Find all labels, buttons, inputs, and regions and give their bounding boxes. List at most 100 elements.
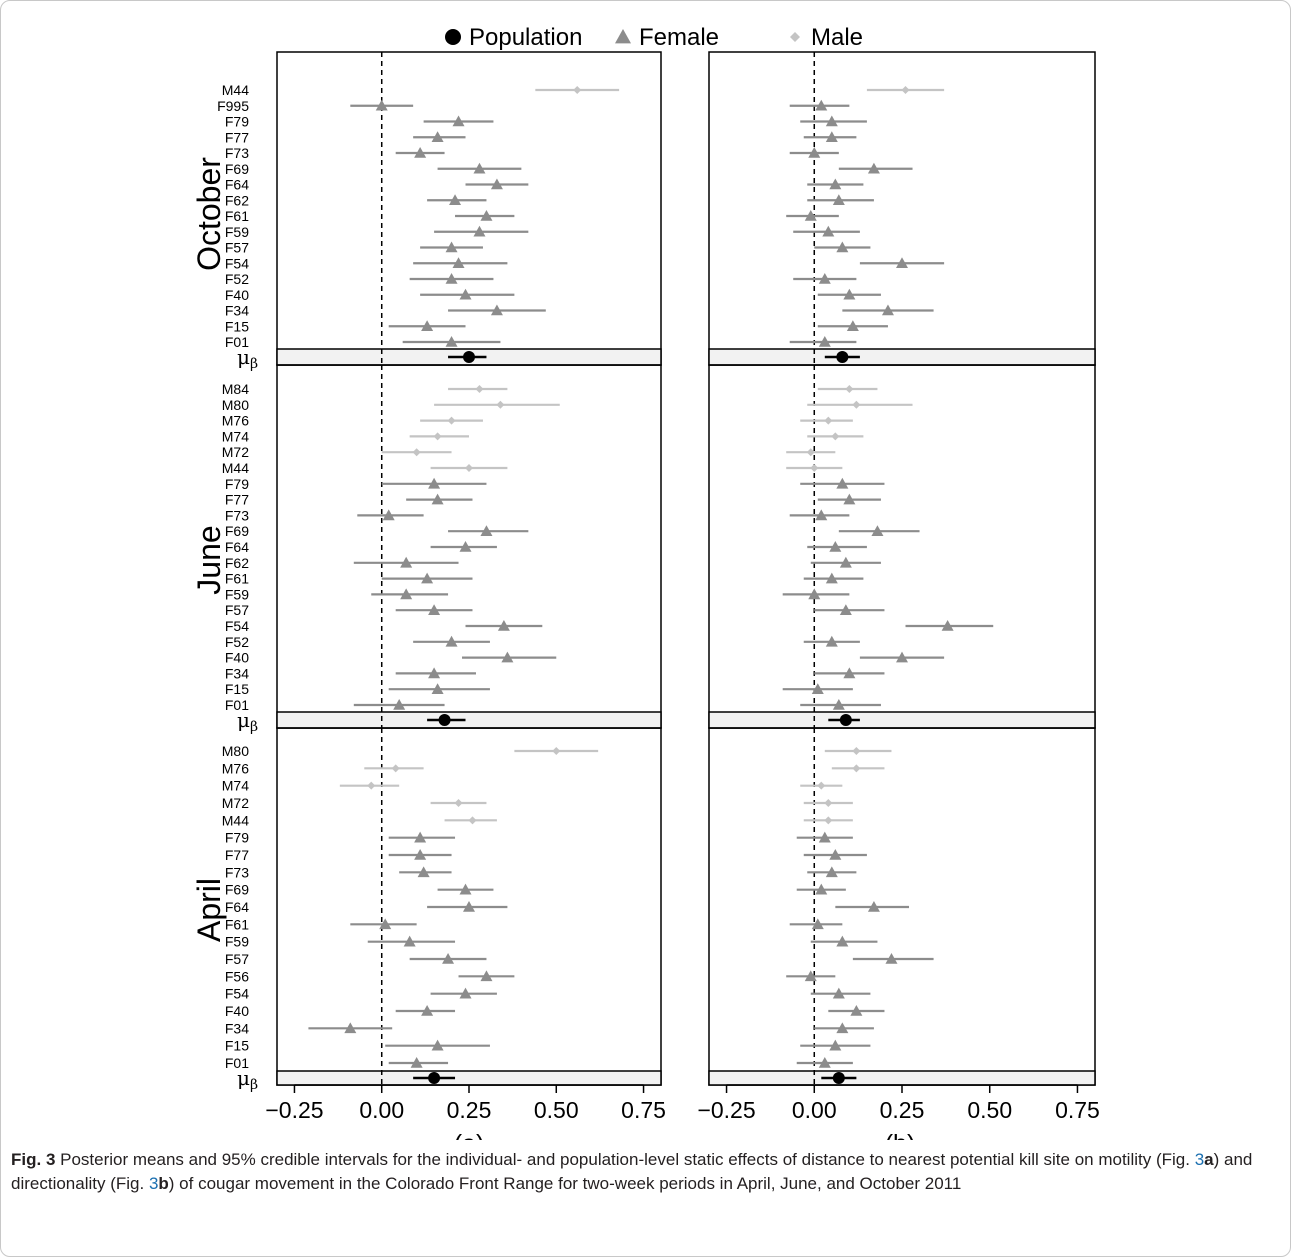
point-estimate [428, 477, 441, 489]
estimate-f77 [413, 131, 466, 143]
tick-label-f77: F77 [225, 129, 249, 145]
estimate-f59 [434, 225, 529, 237]
estimate-f59 [782, 588, 850, 600]
estimate-f54 [810, 987, 871, 999]
estimate-f69 [437, 162, 522, 174]
row-label-june: June [191, 525, 227, 594]
estimate-f54 [465, 620, 543, 631]
estimate-m44 [803, 816, 853, 825]
point-estimate [825, 635, 838, 647]
tick-label-f62: F62 [225, 555, 249, 571]
tick-label-f57: F57 [225, 240, 249, 256]
tick-label-population: μβ [237, 708, 258, 735]
point-estimate [344, 1022, 357, 1034]
caption-ref-a-num[interactable]: 3 [1194, 1150, 1205, 1169]
point-estimate [815, 99, 828, 111]
point-estimate [382, 509, 395, 521]
estimate-m74 [339, 781, 400, 790]
axis-tick-label: 0.25 [447, 1097, 492, 1123]
panel-label-a: (a) [454, 1130, 485, 1140]
legend-marker-female [615, 29, 631, 44]
estimate-f54 [905, 620, 994, 631]
point-estimate [836, 477, 849, 489]
tick-label-m44: M44 [222, 82, 249, 98]
tick-label-f40: F40 [225, 287, 249, 303]
point-estimate [421, 320, 434, 332]
legend-label-female: Female [639, 24, 719, 51]
estimate-m74 [807, 432, 864, 441]
legend-label-population: Population [469, 24, 582, 51]
caption-text-2: ) and directionality (Fig. [11, 1150, 1253, 1193]
estimate-f40 [420, 288, 515, 300]
point-estimate [414, 849, 427, 860]
tick-label-m76: M76 [222, 413, 249, 429]
estimate-m84 [817, 385, 878, 393]
point-estimate [459, 288, 472, 300]
point-estimate [808, 588, 821, 600]
tick-label-f40: F40 [225, 1003, 249, 1019]
axis-tick-label: 0.00 [359, 1097, 404, 1123]
tick-label-f79: F79 [225, 114, 249, 130]
point-estimate [480, 210, 493, 221]
tick-label-m74: M74 [222, 428, 249, 444]
axis-tick-label: 0.00 [792, 1097, 837, 1123]
point-estimate [818, 831, 831, 843]
legend-marker-male [790, 32, 800, 42]
axis-tick-label: 0.75 [621, 1097, 666, 1123]
estimate-f57 [852, 953, 934, 964]
row-label-october: October [191, 157, 227, 271]
estimate-f34 [814, 1022, 874, 1034]
point-estimate [818, 1057, 831, 1068]
estimate-f61 [455, 210, 515, 221]
population-mean [428, 1072, 441, 1084]
caption-label: Fig. 3 [11, 1150, 56, 1169]
estimate-f77 [817, 493, 881, 505]
estimate-f69 [838, 162, 913, 174]
estimate-f79 [800, 477, 885, 489]
estimate-f01 [353, 699, 445, 710]
estimate-f79 [388, 831, 456, 843]
point-estimate [852, 764, 861, 773]
estimate-f15 [385, 1039, 490, 1051]
point-estimate [452, 115, 465, 127]
point-estimate [393, 699, 406, 710]
point-estimate [824, 816, 833, 825]
point-estimate [421, 1005, 434, 1016]
point-estimate [832, 699, 845, 710]
axis-tick-label: −0.25 [265, 1097, 323, 1123]
point-estimate [852, 400, 861, 409]
tick-label-f34: F34 [225, 303, 249, 319]
estimate-f52 [793, 273, 857, 284]
estimate-f64 [465, 178, 529, 190]
point-estimate [832, 987, 845, 999]
estimate-f34 [308, 1022, 393, 1034]
point-estimate [843, 667, 856, 679]
estimate-f01 [402, 336, 501, 347]
panel-b-row-june [708, 364, 1096, 729]
point-estimate [452, 257, 465, 269]
caption-ref-b-num[interactable]: 3 [148, 1174, 159, 1193]
tick-label-f73: F73 [225, 145, 249, 161]
estimate-f64 [430, 541, 497, 552]
tick-label-f79: F79 [225, 476, 249, 492]
x-axis-a: −0.25 0.00 0.25 0.50 0.75 (a) [265, 1084, 666, 1140]
point-estimate [808, 147, 821, 158]
point-estimate [433, 432, 442, 441]
point-estimate [843, 288, 856, 300]
estimate-f64 [807, 541, 867, 552]
population-estimate [828, 714, 860, 726]
tick-label-f54: F54 [225, 986, 249, 1002]
estimate-f40 [828, 1005, 885, 1016]
point-estimate [367, 781, 376, 790]
estimate-f54 [859, 257, 945, 269]
tick-label-f62: F62 [225, 192, 249, 208]
estimate-m44 [444, 816, 497, 825]
point-estimate [501, 651, 514, 663]
point-estimate [824, 799, 833, 807]
point-estimate [843, 493, 856, 505]
estimate-m44 [430, 464, 508, 472]
row-label-april: April [191, 878, 227, 942]
point-estimate [428, 667, 441, 679]
point-estimate [445, 273, 458, 284]
